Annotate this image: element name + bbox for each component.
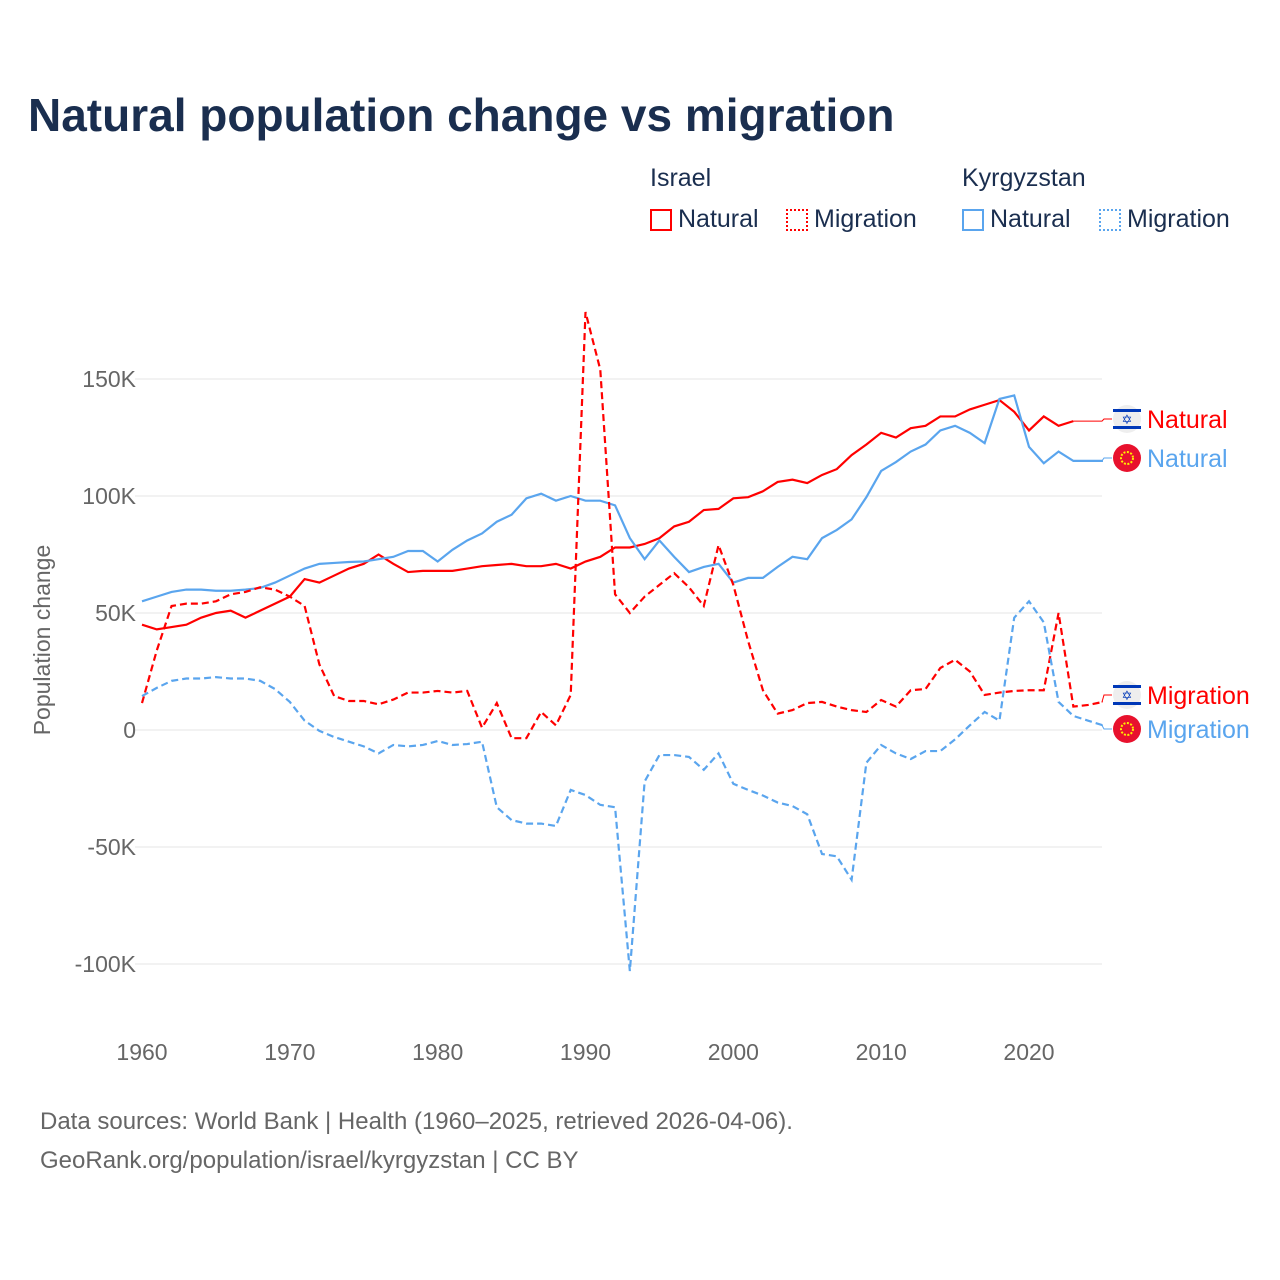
star-of-david-icon: ✡: [1122, 688, 1133, 703]
x-tick-label: 1970: [264, 1039, 315, 1065]
chart-title: Natural population change vs migration: [28, 89, 895, 141]
legend-label: Migration: [814, 205, 917, 233]
series-line-kyrgyzstan-migration: [141, 599, 1104, 972]
legend-group-israel: Israel: [650, 164, 712, 192]
flag-stripe: [1113, 702, 1141, 705]
label-connector: [1101, 694, 1112, 703]
legend-swatch: [1099, 208, 1121, 231]
x-tick-label: 1960: [116, 1039, 167, 1065]
x-tick-label: 1990: [560, 1039, 611, 1065]
end-label-kyrgyzstan-natural: Natural: [1147, 445, 1228, 473]
end-label-israel-natural: Natural: [1147, 406, 1228, 434]
end-label-israel-migration: Migration: [1147, 682, 1250, 710]
series-line-israel-migration: [140, 311, 1104, 740]
kyrgyzstan-flag-icon: [1113, 444, 1141, 472]
legend-group-kyrgyzstan: Kyrgyzstan: [962, 164, 1086, 192]
legend-israel-migration[interactable]: Migration: [786, 205, 917, 234]
x-tick-label: 1980: [412, 1039, 463, 1065]
kyrgyzstan-flag-icon: [1113, 715, 1141, 743]
flag-stripe: [1113, 685, 1141, 688]
x-tick-label: 2020: [1003, 1039, 1054, 1065]
legend-label: Natural: [990, 205, 1071, 233]
y-tick-label: -50K: [87, 834, 136, 860]
legend-label: Natural: [678, 205, 759, 233]
legend-israel-natural[interactable]: Natural: [650, 205, 759, 234]
y-tick-label: -100K: [75, 951, 137, 977]
flag-stripe: [1113, 409, 1141, 412]
series-line-kyrgyzstan-natural: [141, 394, 1103, 603]
sun-icon: [1120, 722, 1134, 736]
label-connector: [1101, 457, 1112, 462]
flag-stripe: [1113, 426, 1141, 429]
y-tick-label: 100K: [82, 483, 136, 509]
y-axis-label: Population change: [29, 545, 55, 736]
x-tick-label: 2000: [708, 1039, 759, 1065]
legend-swatch: [962, 208, 984, 231]
legend-label: Migration: [1127, 205, 1230, 233]
end-label-kyrgyzstan-migration: Migration: [1147, 716, 1250, 744]
footer-sources: Data sources: World Bank | Health (1960–…: [40, 1108, 793, 1135]
label-connector: [1101, 724, 1112, 730]
legend-swatch: [786, 208, 808, 231]
legend-swatch: [650, 208, 672, 231]
x-tick-label: 2010: [856, 1039, 907, 1065]
star-of-david-icon: ✡: [1122, 412, 1133, 427]
series-line-israel-natural: [141, 398, 1074, 631]
y-tick-label: 150K: [82, 366, 136, 392]
legend-kyrgyzstan-natural[interactable]: Natural: [962, 205, 1071, 234]
sun-icon: [1120, 451, 1134, 465]
footer-attribution[interactable]: GeoRank.org/population/israel/kyrgyzstan…: [40, 1147, 579, 1174]
y-tick-label: 0: [123, 717, 136, 743]
y-tick-label: 50K: [95, 600, 137, 626]
label-connector: [1073, 418, 1112, 422]
legend-kyrgyzstan-migration[interactable]: Migration: [1099, 205, 1230, 234]
